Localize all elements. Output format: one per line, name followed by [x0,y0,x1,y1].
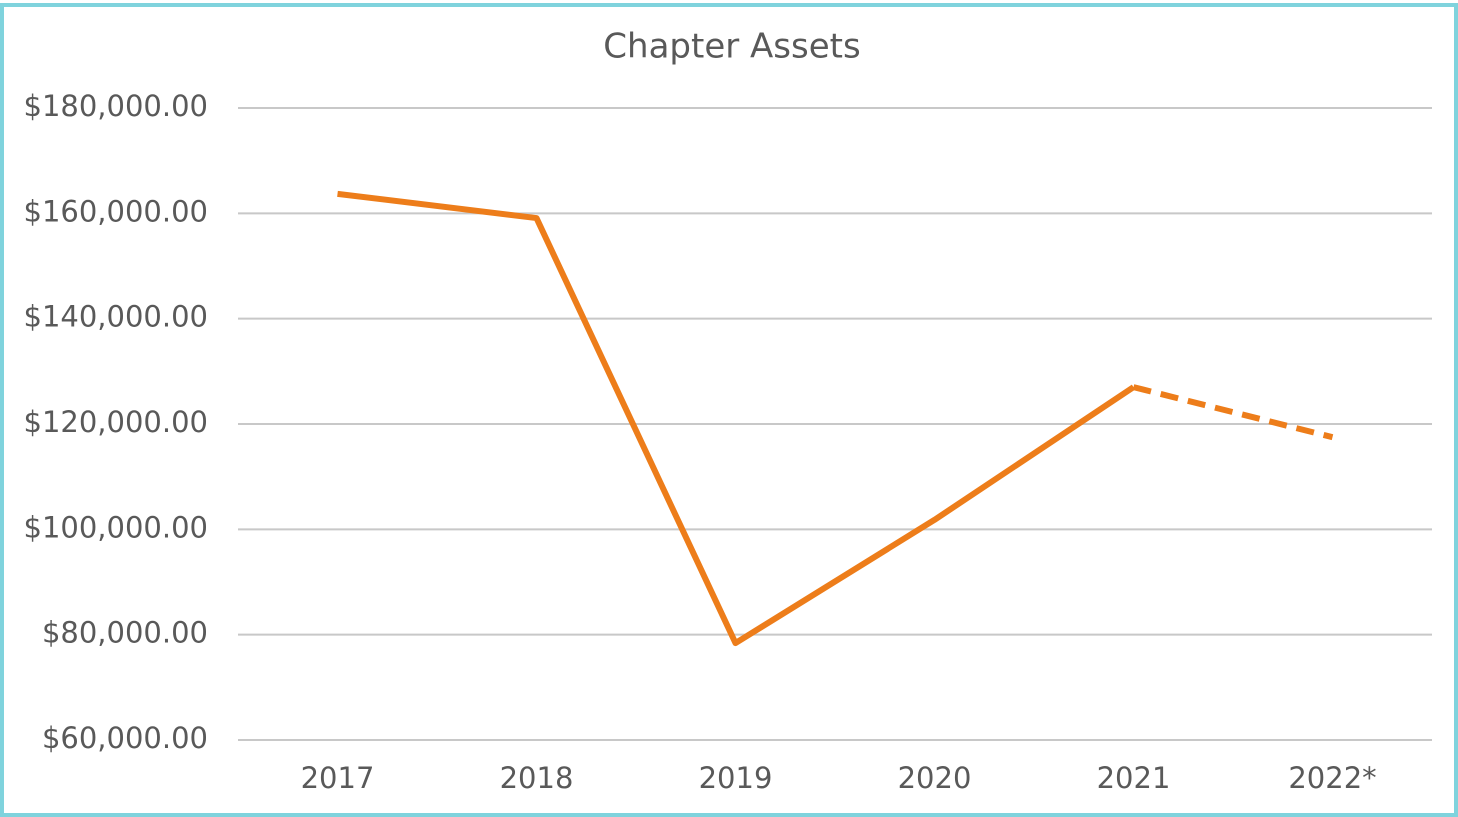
x-tick-label: 2021 [1097,761,1171,795]
x-tick-label: 2022* [1288,761,1376,795]
y-tick-label: $140,000.00 [24,300,209,334]
x-tick-label: 2020 [898,761,972,795]
x-tick-label: 2017 [301,761,375,795]
y-tick-label: $60,000.00 [42,721,208,755]
y-tick-label: $120,000.00 [24,405,209,439]
chart-border [0,3,1458,817]
y-tick-label: $100,000.00 [24,510,209,544]
line-series [337,190,1136,647]
x-tick-label: 2019 [699,761,773,795]
y-tick-label: $160,000.00 [24,194,209,228]
x-tick-label: 2018 [500,761,574,795]
line-series-dashed [1132,384,1334,441]
y-tick-label: $80,000.00 [42,616,208,650]
chart-title: Chapter Assets [603,27,860,67]
y-tick-label: $180,000.00 [24,89,209,123]
